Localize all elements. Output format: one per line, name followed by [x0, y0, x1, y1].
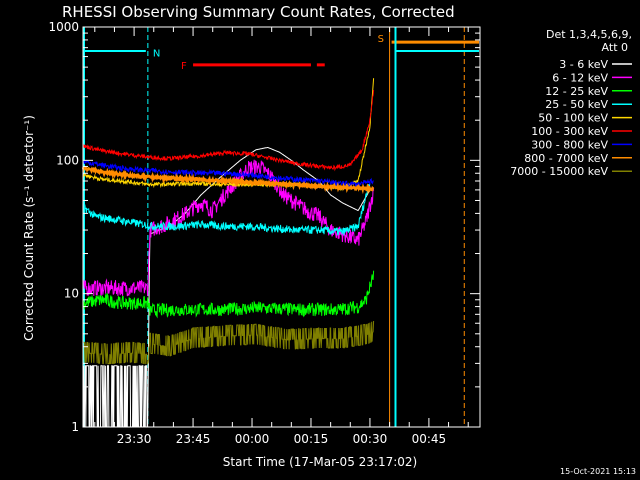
series-line-8 — [81, 165, 375, 195]
legend-entry-label: 7000 - 15000 keV — [510, 165, 608, 178]
x-tick-label: 00:30 — [353, 432, 388, 446]
y-axis-label: Corrected Count Rate (s⁻¹ detector⁻¹) — [22, 115, 36, 341]
legend-header: Det 1,3,4,5,6,9, — [546, 28, 632, 41]
x-axis-label: Start Time (17-Mar-05 23:17:02) — [223, 455, 417, 469]
timestamp-stamp: 15-Oct-2021 15:13 — [560, 467, 636, 476]
legend-entry-label: 12 - 25 keV — [545, 85, 608, 98]
legend-entry-label: 300 - 800 keV — [531, 138, 608, 151]
flare-label: F — [181, 61, 187, 72]
x-tick-label: 00:45 — [412, 432, 447, 446]
plot-frame — [82, 26, 481, 428]
legend-header-attenuator: Att 0 — [602, 41, 628, 54]
legend-entry-label: 25 - 50 keV — [545, 98, 608, 111]
legend-entry-label: 800 - 7000 keV — [524, 152, 608, 165]
series-line-6 — [82, 89, 375, 172]
night-label: N — [153, 49, 160, 60]
x-tick-label: 23:45 — [176, 432, 211, 446]
series-line-9 — [83, 320, 375, 365]
legend-entry-label: 100 - 300 keV — [531, 125, 608, 138]
legend-entry-label: 6 - 12 keV — [552, 71, 608, 84]
x-tick-label: 23:30 — [117, 432, 152, 446]
legend-entry-label: 3 - 6 keV — [559, 58, 608, 71]
series-line-7 — [82, 159, 374, 188]
series-line-3 — [82, 270, 375, 319]
chart-title: RHESSI Observing Summary Count Rates, Co… — [62, 3, 455, 21]
annotation-bands: N F S — [83, 27, 479, 427]
y-tick-label: 1 — [71, 420, 79, 434]
y-tick-label: 10 — [64, 287, 79, 301]
legend-entry-label: 50 - 100 keV — [538, 112, 608, 125]
y-tick-label: 100 — [56, 153, 79, 167]
axis-ticks: 1 10 100 1000 23:30 23:45 00:00 00:15 00:30 00:45 — [48, 20, 480, 446]
x-tick-label: 00:15 — [294, 432, 329, 446]
series-layer — [81, 78, 375, 428]
saa-label: S — [378, 34, 384, 45]
series-line-4 — [82, 183, 371, 236]
x-tick-label: 00:00 — [235, 432, 270, 446]
y-tick-label: 1000 — [48, 20, 79, 34]
